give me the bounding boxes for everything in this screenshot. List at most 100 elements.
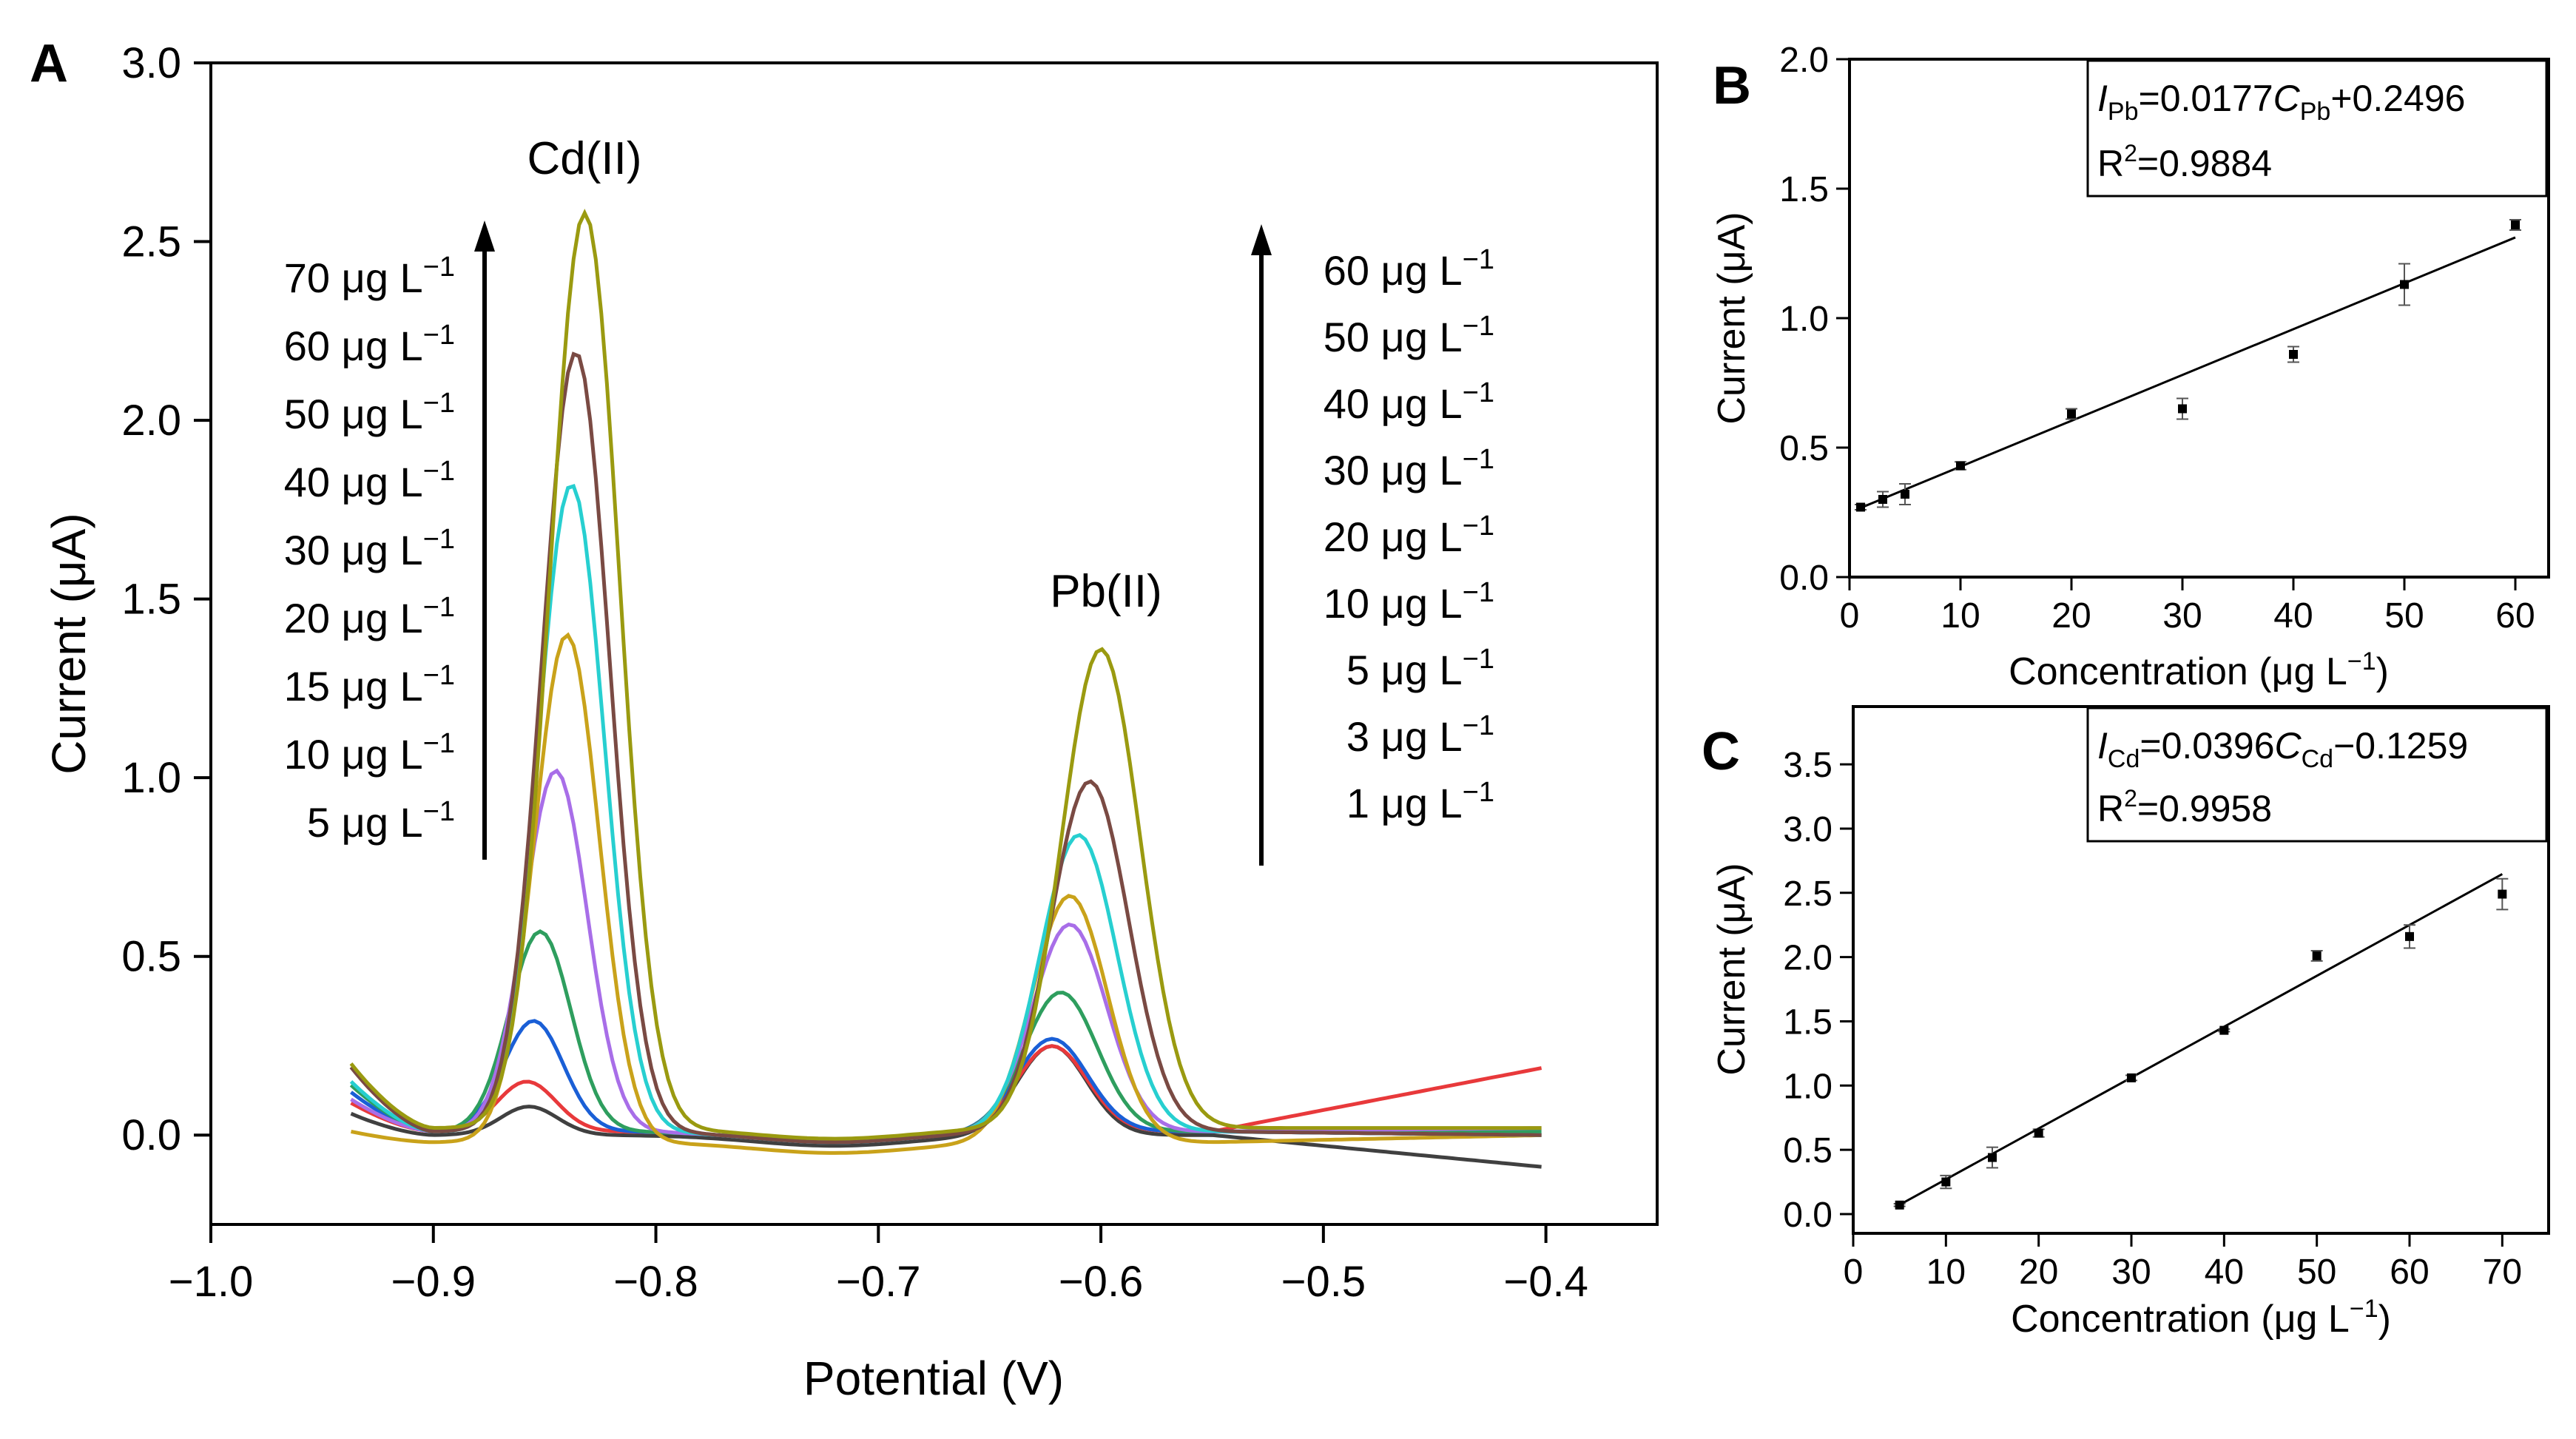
data-point xyxy=(2067,409,2076,419)
panel-b-x-axis-label: Concentration (μg L−1) xyxy=(2009,647,2389,693)
y-tick-label: 1.5 xyxy=(1779,170,1829,209)
pb-concentration-label: 10 μg L−1 xyxy=(1324,577,1494,627)
x-tick-label: 40 xyxy=(2273,596,2313,636)
y-tick-label: 1.5 xyxy=(121,576,181,624)
potential-curve-6 xyxy=(351,632,1542,1155)
data-point xyxy=(1901,490,1909,499)
panel-b-equation-box xyxy=(2086,59,2548,198)
panel-a-chart: A 0.0 0.5 1.0 1.5 2.0 2.5 3.0 −1.0 −0.9 −0.8 −0.7… xyxy=(30,34,1659,1405)
panel-b-points xyxy=(1855,219,2521,512)
panel-c-frame xyxy=(1852,705,2550,1235)
x-tick-label: 50 xyxy=(2384,596,2424,636)
cd-concentration-label: 50 μg L−1 xyxy=(284,388,455,437)
cd-fit-equation: ICd=0.0396CCd−0.1259 xyxy=(2097,725,2468,773)
panel-b-y-ticks: 0.0 0.5 1.0 1.5 2.0 xyxy=(1779,41,1850,598)
data-point xyxy=(1941,1177,1951,1187)
data-point xyxy=(1878,495,1887,504)
panel-b-y-axis-label: Current (μA) xyxy=(1710,212,1753,424)
panel-c-x-ticks: 0 10 20 30 40 50 60 70 xyxy=(1844,1233,2522,1292)
x-tick-label: −0.9 xyxy=(391,1258,476,1306)
pb-concentration-legend: 60 μg L−1 50 μg L−1 40 μg L−1 30 μg L−1 20 μ… xyxy=(1324,244,1494,826)
y-tick-label: 0.0 xyxy=(121,1111,181,1159)
x-tick-label: −0.6 xyxy=(1059,1258,1144,1306)
data-point xyxy=(2219,1025,2229,1035)
data-point xyxy=(2034,1128,2043,1138)
x-tick-label: −0.8 xyxy=(613,1258,698,1306)
cd-concentration-label: 5 μg L−1 xyxy=(307,796,455,846)
x-tick-label: 60 xyxy=(2390,1253,2429,1292)
y-tick-label: 3.0 xyxy=(121,39,181,87)
data-point xyxy=(2312,951,2322,960)
potential-curve-9 xyxy=(349,209,1542,1141)
pb-r-squared: R2=0.9884 xyxy=(2097,140,2272,184)
x-tick-label: 60 xyxy=(2495,596,2535,636)
x-tick-label: 0 xyxy=(1840,596,1860,636)
panel-a-x-ticks: −1.0 −0.9 −0.8 −0.7 −0.6 −0.5 −0.4 xyxy=(169,1224,1588,1306)
panel-b-chart: B 0.0 0.5 1.0 1.5 2.0 0 10 20 30 40 50 60 IPb=0.01… xyxy=(1710,41,2550,693)
y-tick-label: 3.0 xyxy=(1783,810,1832,849)
y-tick-label: 2.0 xyxy=(121,397,181,445)
data-point xyxy=(2178,404,2187,414)
panel-a-curves xyxy=(349,209,1542,1169)
panel-c-y-axis-label: Current (μA) xyxy=(1710,863,1753,1075)
data-point xyxy=(1956,461,1965,471)
x-tick-label: 10 xyxy=(1926,1253,1966,1292)
cd-concentration-label: 10 μg L−1 xyxy=(284,728,455,778)
y-tick-label: 0.0 xyxy=(1783,1196,1832,1235)
x-tick-label: 20 xyxy=(2019,1253,2058,1292)
pb-concentration-label: 3 μg L−1 xyxy=(1346,710,1494,760)
panel-c-y-ticks: 0.0 0.5 1.0 1.5 2.0 2.5 3.0 3.5 xyxy=(1783,746,1853,1235)
panel-c-fit-line xyxy=(1898,873,2503,1206)
cd-concentration-label: 20 μg L−1 xyxy=(284,592,455,641)
cd-increase-arrow xyxy=(474,220,495,860)
y-tick-label: 3.5 xyxy=(1783,746,1832,785)
potential-curve-1 xyxy=(350,1044,1542,1169)
panel-a-label: A xyxy=(30,34,68,93)
y-tick-label: 2.5 xyxy=(1783,874,1832,914)
pb-peak-label: Pb(II) xyxy=(1050,566,1162,617)
panel-a-y-axis-label: Current (μA) xyxy=(42,513,95,774)
y-tick-label: 2.0 xyxy=(1783,939,1832,978)
y-tick-label: 1.0 xyxy=(1783,1067,1832,1106)
cd-r-squared: R2=0.9958 xyxy=(2097,785,2272,829)
panel-c-points xyxy=(1893,877,2509,1210)
y-tick-label: 1.0 xyxy=(121,754,181,802)
y-tick-label: 0.5 xyxy=(1783,1131,1832,1170)
x-tick-label: 70 xyxy=(2483,1253,2522,1292)
panel-b-x-ticks: 0 10 20 30 40 50 60 xyxy=(1840,577,2535,636)
panel-c-equation-box xyxy=(2086,707,2548,843)
pb-increase-arrow xyxy=(1251,224,1272,866)
linear-fit-line xyxy=(1898,873,2503,1206)
panel-c-chart: C 0.0 0.5 1.0 1.5 2.0 2.5 3.0 3.5 0 10 20 30 40 50 60… xyxy=(1702,705,2550,1341)
cd-concentration-label: 70 μg L−1 xyxy=(284,252,455,301)
pb-concentration-label: 50 μg L−1 xyxy=(1324,311,1494,360)
data-point xyxy=(1988,1153,1997,1162)
data-point xyxy=(1856,502,1865,512)
y-tick-label: 0.5 xyxy=(121,933,181,981)
y-tick-label: 1.0 xyxy=(1779,300,1829,339)
panel-b-label: B xyxy=(1713,56,1751,115)
panel-a-y-ticks: 0.0 0.5 1.0 1.5 2.0 2.5 3.0 xyxy=(121,39,211,1159)
data-point xyxy=(2511,220,2520,229)
data-point xyxy=(2498,889,2507,899)
data-point xyxy=(2289,350,2298,359)
x-tick-label: −1.0 xyxy=(169,1258,254,1306)
pb-fit-equation: IPb=0.0177CPb+0.2496 xyxy=(2097,78,2465,126)
x-tick-label: 10 xyxy=(1941,596,1980,636)
x-tick-label: 40 xyxy=(2205,1253,2244,1292)
pb-concentration-label: 20 μg L−1 xyxy=(1324,510,1494,560)
pb-concentration-label: 1 μg L−1 xyxy=(1346,777,1494,826)
y-tick-label: 2.0 xyxy=(1779,41,1829,80)
cd-concentration-label: 40 μg L−1 xyxy=(284,456,455,505)
pb-concentration-label: 60 μg L−1 xyxy=(1324,244,1494,294)
x-tick-label: 0 xyxy=(1844,1253,1864,1292)
y-tick-label: 1.5 xyxy=(1783,1002,1832,1042)
pb-concentration-label: 30 μg L−1 xyxy=(1324,444,1494,493)
panel-c-x-axis-label: Concentration (μg L−1) xyxy=(2011,1295,2391,1341)
panel-a-frame xyxy=(209,61,1659,1226)
pb-concentration-label: 5 μg L−1 xyxy=(1346,644,1494,693)
cd-concentration-label: 60 μg L−1 xyxy=(284,320,455,369)
x-tick-label: −0.4 xyxy=(1503,1258,1588,1306)
x-tick-label: 30 xyxy=(2162,596,2202,636)
